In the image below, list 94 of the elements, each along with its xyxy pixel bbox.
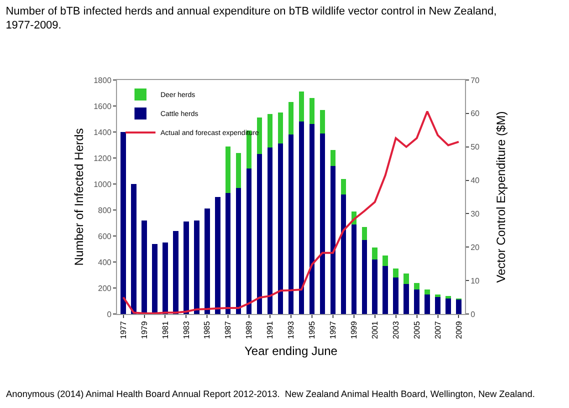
- y-tick-label: 1800: [94, 76, 112, 85]
- bar: [246, 168, 252, 314]
- y2-tick-label: 0: [470, 310, 476, 319]
- x-tick-label: 1979: [140, 320, 149, 339]
- bar: [446, 298, 451, 314]
- bar: [446, 296, 451, 298]
- bar: [225, 193, 231, 314]
- bar: [152, 244, 158, 314]
- bar: [256, 154, 262, 314]
- bar: [256, 118, 262, 154]
- y2-tick-label: 50: [470, 142, 480, 152]
- x-tick-label: 2005: [412, 320, 422, 339]
- bar: [131, 184, 136, 314]
- bar: [320, 110, 326, 134]
- bar: [372, 259, 378, 314]
- x-tick-label: 2007: [433, 320, 442, 339]
- bar: [309, 124, 315, 314]
- bar: [393, 268, 398, 278]
- y-tick-label: 200: [98, 284, 112, 293]
- bar: [267, 148, 273, 314]
- x-tick-label: 2009: [454, 320, 464, 339]
- x-tick-label: 1983: [182, 320, 191, 339]
- bar: [225, 146, 231, 194]
- y-tick-label: 1000: [94, 180, 112, 189]
- bar: [162, 242, 168, 314]
- bar: [184, 222, 189, 314]
- bar: [278, 112, 284, 144]
- bar: [414, 282, 420, 290]
- bar: [278, 144, 284, 314]
- x-tick-label: 1981: [160, 320, 170, 339]
- bar: [435, 297, 440, 314]
- bar: [142, 220, 147, 314]
- y-tick-label: 800: [98, 206, 112, 215]
- x-axis-title: Year ending June: [244, 344, 338, 358]
- bar: [173, 230, 178, 314]
- x-tick-label: 1989: [244, 320, 254, 339]
- y2-tick-label: 40: [470, 176, 480, 186]
- bar: [236, 188, 242, 314]
- bar: [298, 92, 304, 122]
- bar: [362, 226, 367, 240]
- bar: [340, 178, 346, 194]
- bar: [288, 102, 294, 135]
- bar: [362, 240, 367, 314]
- bar: [340, 194, 346, 314]
- x-tick-label: 1987: [224, 320, 233, 339]
- bar: [215, 197, 220, 314]
- bar: [393, 278, 398, 314]
- bar: [120, 132, 126, 314]
- y2-axis-title: Vector Control Expenditure ($M): [494, 111, 508, 283]
- x-tick-label: 1991: [266, 320, 275, 339]
- bar: [382, 266, 388, 314]
- bar: [236, 152, 242, 188]
- x-tick-label: 1993: [286, 320, 296, 339]
- chart-title: Number of bTB infected herds and annual expenditure on bTB wildlife vector control in New Zealand, 1977-2009.: [6, 5, 497, 32]
- bar: [456, 300, 462, 314]
- y-tick-label: 1600: [94, 102, 112, 111]
- bar: [372, 248, 378, 260]
- y2-tick-label: 10: [470, 276, 480, 286]
- y2-tick-label: 60: [470, 109, 480, 118]
- text: Anonymous (2014) Animal Health Board Annual Report 2012-2013. New Zealand Animal Health Board, Wellington, New Zealand.: [6, 389, 535, 399]
- bar: [424, 294, 430, 314]
- bar: [330, 166, 336, 314]
- bar: [204, 208, 210, 314]
- x-tick-label: 1997: [328, 320, 338, 339]
- bar: [194, 220, 200, 314]
- bar: [414, 289, 420, 314]
- bar: [320, 133, 326, 314]
- bar: [288, 134, 294, 314]
- y2-tick-label: 20: [470, 242, 480, 252]
- bar: [298, 122, 304, 314]
- y2-tick-label: 30: [470, 210, 480, 219]
- y-tick-label: 400: [98, 258, 112, 267]
- bar: [330, 150, 336, 166]
- y2-tick-label: 70: [470, 76, 480, 85]
- bar: [382, 256, 388, 266]
- x-tick-label: 1995: [308, 320, 317, 339]
- bar: [309, 98, 315, 124]
- x-tick-label: 2001: [370, 320, 380, 339]
- x-tick-label: 1985: [202, 320, 212, 339]
- y-tick-label: 1400: [94, 128, 112, 137]
- x-tick-label: 1977: [118, 320, 128, 339]
- y-tick-label: 0: [106, 310, 112, 319]
- bar: [424, 289, 430, 294]
- bar: [267, 114, 273, 148]
- x-tick-label: 1999: [349, 320, 358, 339]
- x-tick-label: 2003: [391, 320, 400, 339]
- bar: [404, 284, 409, 314]
- bar: [435, 294, 440, 298]
- bar: [351, 224, 357, 314]
- y-axis-title: Number of Infected Herds: [72, 128, 86, 266]
- line-series: [122, 110, 460, 314]
- bar: [404, 274, 409, 284]
- y-tick-label: 600: [98, 232, 112, 241]
- y-tick-label: 1200: [94, 154, 112, 163]
